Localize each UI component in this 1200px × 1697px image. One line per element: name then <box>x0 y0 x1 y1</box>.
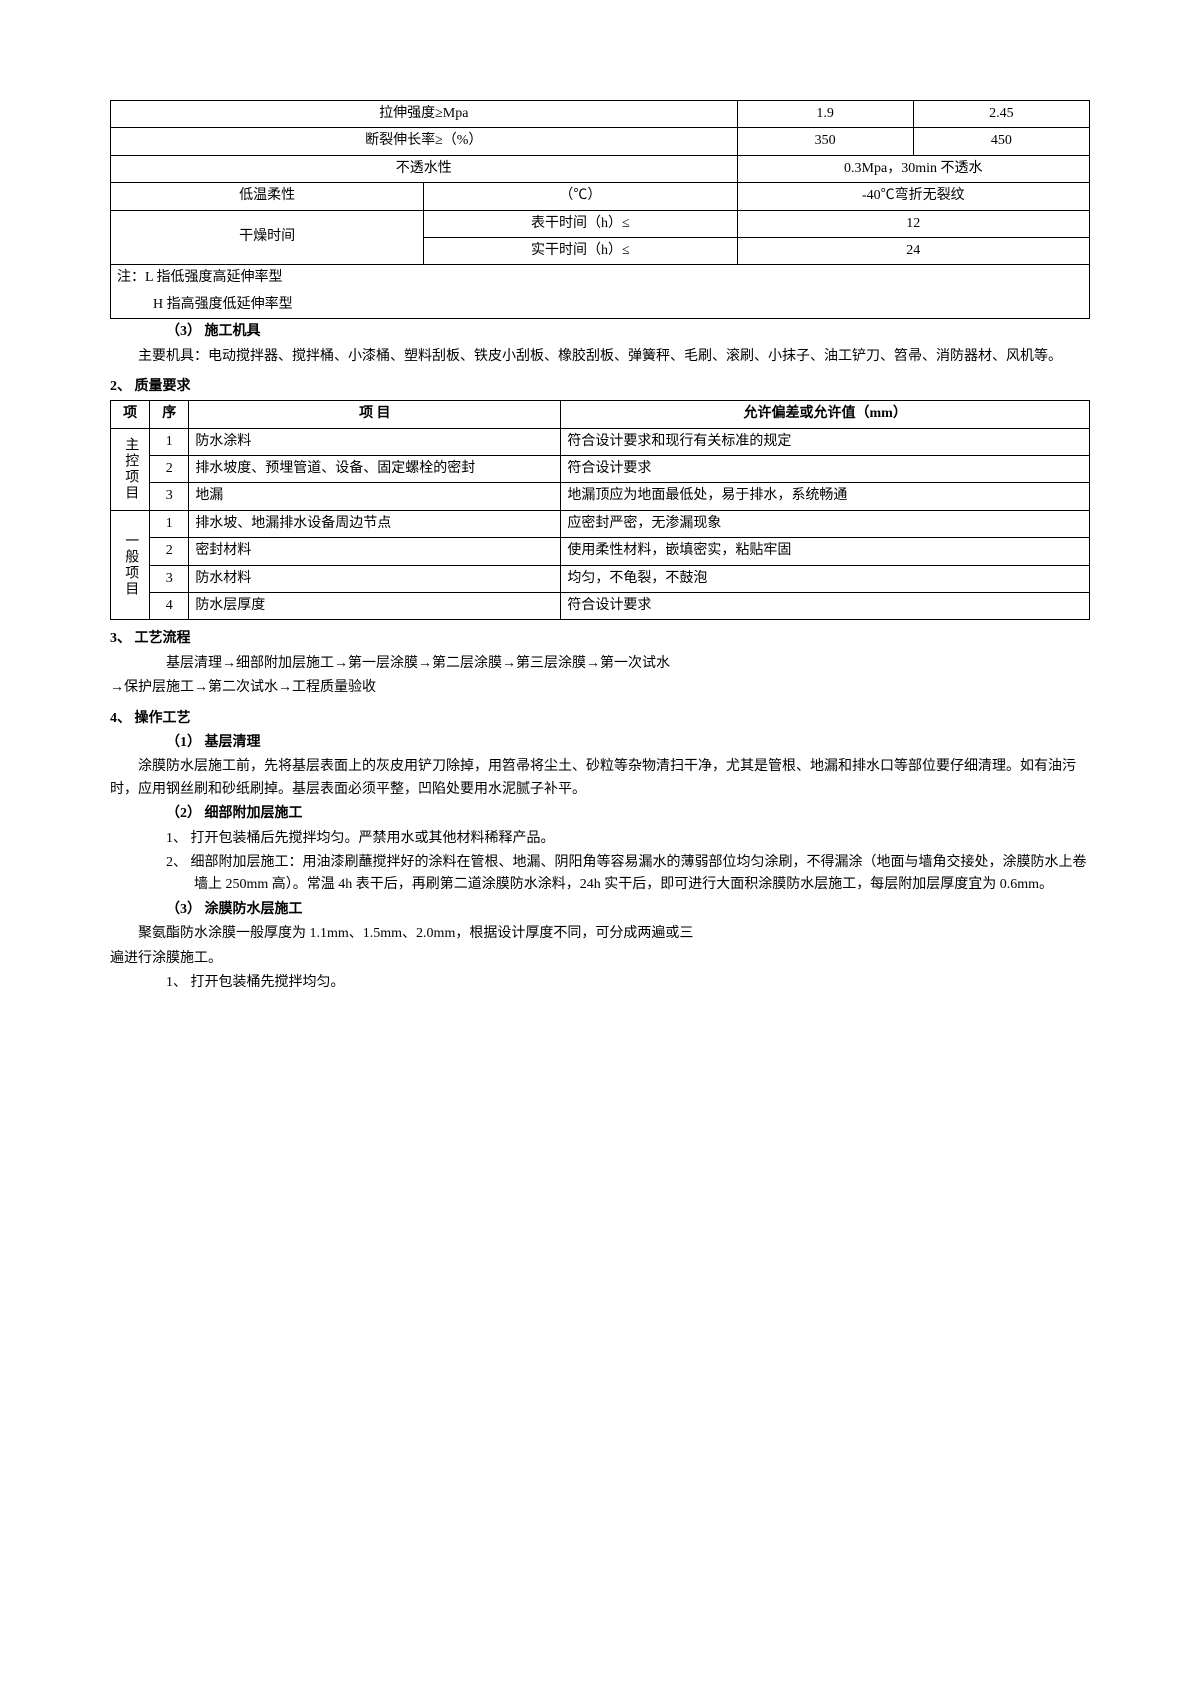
prop-label: 断裂伸长率≥（%） <box>111 128 738 155</box>
table-note2: H 指高强度低延伸率型 <box>111 292 1090 319</box>
seq: 3 <box>150 483 189 510</box>
quality-requirements-table: 项 序 项 目 允许偏差或允许值（mm） 主控项目 1 防水涂料 符合设计要求和… <box>110 400 1090 620</box>
material-properties-table: 拉伸强度≥Mpa 1.9 2.45 断裂伸长率≥（%） 350 450 不透水性… <box>110 100 1090 319</box>
prop-label: 拉伸强度≥Mpa <box>111 101 738 128</box>
table-note-row: H 指高强度低延伸率型 <box>111 292 1090 319</box>
prop-merged: -40℃弯折无裂纹 <box>737 183 1089 210</box>
seq: 2 <box>150 538 189 565</box>
prop-merged: 24 <box>737 237 1089 264</box>
item: 防水涂料 <box>189 428 561 455</box>
table-row: 低温柔性 （℃） -40℃弯折无裂纹 <box>111 183 1090 210</box>
prop-label: 干燥时间 <box>111 210 424 265</box>
tolerance: 符合设计要求和现行有关标准的规定 <box>561 428 1090 455</box>
table-row: 干燥时间 表干时间（h）≤ 12 <box>111 210 1090 237</box>
tolerance: 符合设计要求 <box>561 593 1090 620</box>
prop-sub: 表干时间（h）≤ <box>424 210 737 237</box>
table-row: 拉伸强度≥Mpa 1.9 2.45 <box>111 101 1090 128</box>
section-4-title: 4、 操作工艺 <box>110 708 1090 730</box>
col-header: 序 <box>150 401 189 428</box>
subsection-4-3-item1: 1、 打开包装桶先搅拌均匀。 <box>110 972 1090 994</box>
subsection-4-2-item2: 2、 细部附加层施工：用油漆刷蘸搅拌好的涂料在管根、地漏、阴阳角等容易漏水的薄弱… <box>110 852 1090 897</box>
tolerance: 使用柔性材料，嵌填密实，粘贴牢固 <box>561 538 1090 565</box>
prop-sub: 实干时间（h）≤ <box>424 237 737 264</box>
item: 排水坡度、预埋管道、设备、固定螺栓的密封 <box>189 456 561 483</box>
prop-val1: 1.9 <box>737 101 913 128</box>
prop-merged: 12 <box>737 210 1089 237</box>
tolerance: 地漏顶应为地面最低处，易于排水，系统畅通 <box>561 483 1090 510</box>
tolerance: 均匀，不龟裂，不鼓泡 <box>561 565 1090 592</box>
seq: 1 <box>150 428 189 455</box>
prop-val1: 350 <box>737 128 913 155</box>
table-row: 断裂伸长率≥（%） 350 450 <box>111 128 1090 155</box>
prop-merged: 0.3Mpa，30min 不透水 <box>737 155 1089 182</box>
subsection-4-3-body1: 聚氨酯防水涂膜一般厚度为 1.1mm、1.5mm、2.0mm，根据设计厚度不同，… <box>110 923 1090 945</box>
item: 密封材料 <box>189 538 561 565</box>
subsection-4-2-title: （2） 细部附加层施工 <box>110 803 1090 825</box>
table-header-row: 项 序 项 目 允许偏差或允许值（mm） <box>111 401 1090 428</box>
section-3-title: 3、 工艺流程 <box>110 628 1090 650</box>
prop-val2: 450 <box>913 128 1089 155</box>
subsection-4-3-title: （3） 涂膜防水层施工 <box>110 899 1090 921</box>
seq: 2 <box>150 456 189 483</box>
item: 防水层厚度 <box>189 593 561 620</box>
tolerance: 符合设计要求 <box>561 456 1090 483</box>
seq: 3 <box>150 565 189 592</box>
table-note1: 注：L 指低强度高延伸率型 <box>111 265 1090 292</box>
process-flow-line1: 基层清理→细部附加层施工→第一层涂膜→第二层涂膜→第三层涂膜→第一次试水 <box>110 653 1090 675</box>
table-row: 3 防水材料 均匀，不龟裂，不鼓泡 <box>111 565 1090 592</box>
group-label: 主控项目 <box>111 428 150 510</box>
section-2-title: 2、 质量要求 <box>110 376 1090 398</box>
seq: 1 <box>150 510 189 537</box>
col-header: 项 目 <box>189 401 561 428</box>
item: 地漏 <box>189 483 561 510</box>
seq: 4 <box>150 593 189 620</box>
subsection-3-body: 主要机具：电动搅拌器、搅拌桶、小漆桶、塑料刮板、铁皮小刮板、橡胶刮板、弹簧秤、毛… <box>110 346 1090 368</box>
prop-label: 低温柔性 <box>111 183 424 210</box>
prop-sub: （℃） <box>424 183 737 210</box>
item: 排水坡、地漏排水设备周边节点 <box>189 510 561 537</box>
subsection-3-title: （3） 施工机具 <box>110 321 1090 343</box>
subsection-4-1-title: （1） 基层清理 <box>110 732 1090 754</box>
table-note-row: 注：L 指低强度高延伸率型 <box>111 265 1090 292</box>
subsection-4-3-body2: 遍进行涂膜施工。 <box>110 948 1090 970</box>
subsection-4-1-body: 涂膜防水层施工前，先将基层表面上的灰皮用铲刀除掉，用笤帚将尘土、砂粒等杂物清扫干… <box>110 756 1090 801</box>
table-row: 3 地漏 地漏顶应为地面最低处，易于排水，系统畅通 <box>111 483 1090 510</box>
prop-label: 不透水性 <box>111 155 738 182</box>
tolerance: 应密封严密，无渗漏现象 <box>561 510 1090 537</box>
subsection-4-2-item1: 1、 打开包装桶后先搅拌均匀。严禁用水或其他材料稀释产品。 <box>110 828 1090 850</box>
table-row: 2 密封材料 使用柔性材料，嵌填密实，粘贴牢固 <box>111 538 1090 565</box>
col-header: 项 <box>111 401 150 428</box>
table-row: 一般项目 1 排水坡、地漏排水设备周边节点 应密封严密，无渗漏现象 <box>111 510 1090 537</box>
table-row: 2 排水坡度、预埋管道、设备、固定螺栓的密封 符合设计要求 <box>111 456 1090 483</box>
process-flow-line2: →保护层施工→第二次试水→工程质量验收 <box>110 677 1090 699</box>
group-label: 一般项目 <box>111 510 150 620</box>
col-header: 允许偏差或允许值（mm） <box>561 401 1090 428</box>
table-row: 不透水性 0.3Mpa，30min 不透水 <box>111 155 1090 182</box>
prop-val2: 2.45 <box>913 101 1089 128</box>
item: 防水材料 <box>189 565 561 592</box>
table-row: 4 防水层厚度 符合设计要求 <box>111 593 1090 620</box>
table-row: 主控项目 1 防水涂料 符合设计要求和现行有关标准的规定 <box>111 428 1090 455</box>
